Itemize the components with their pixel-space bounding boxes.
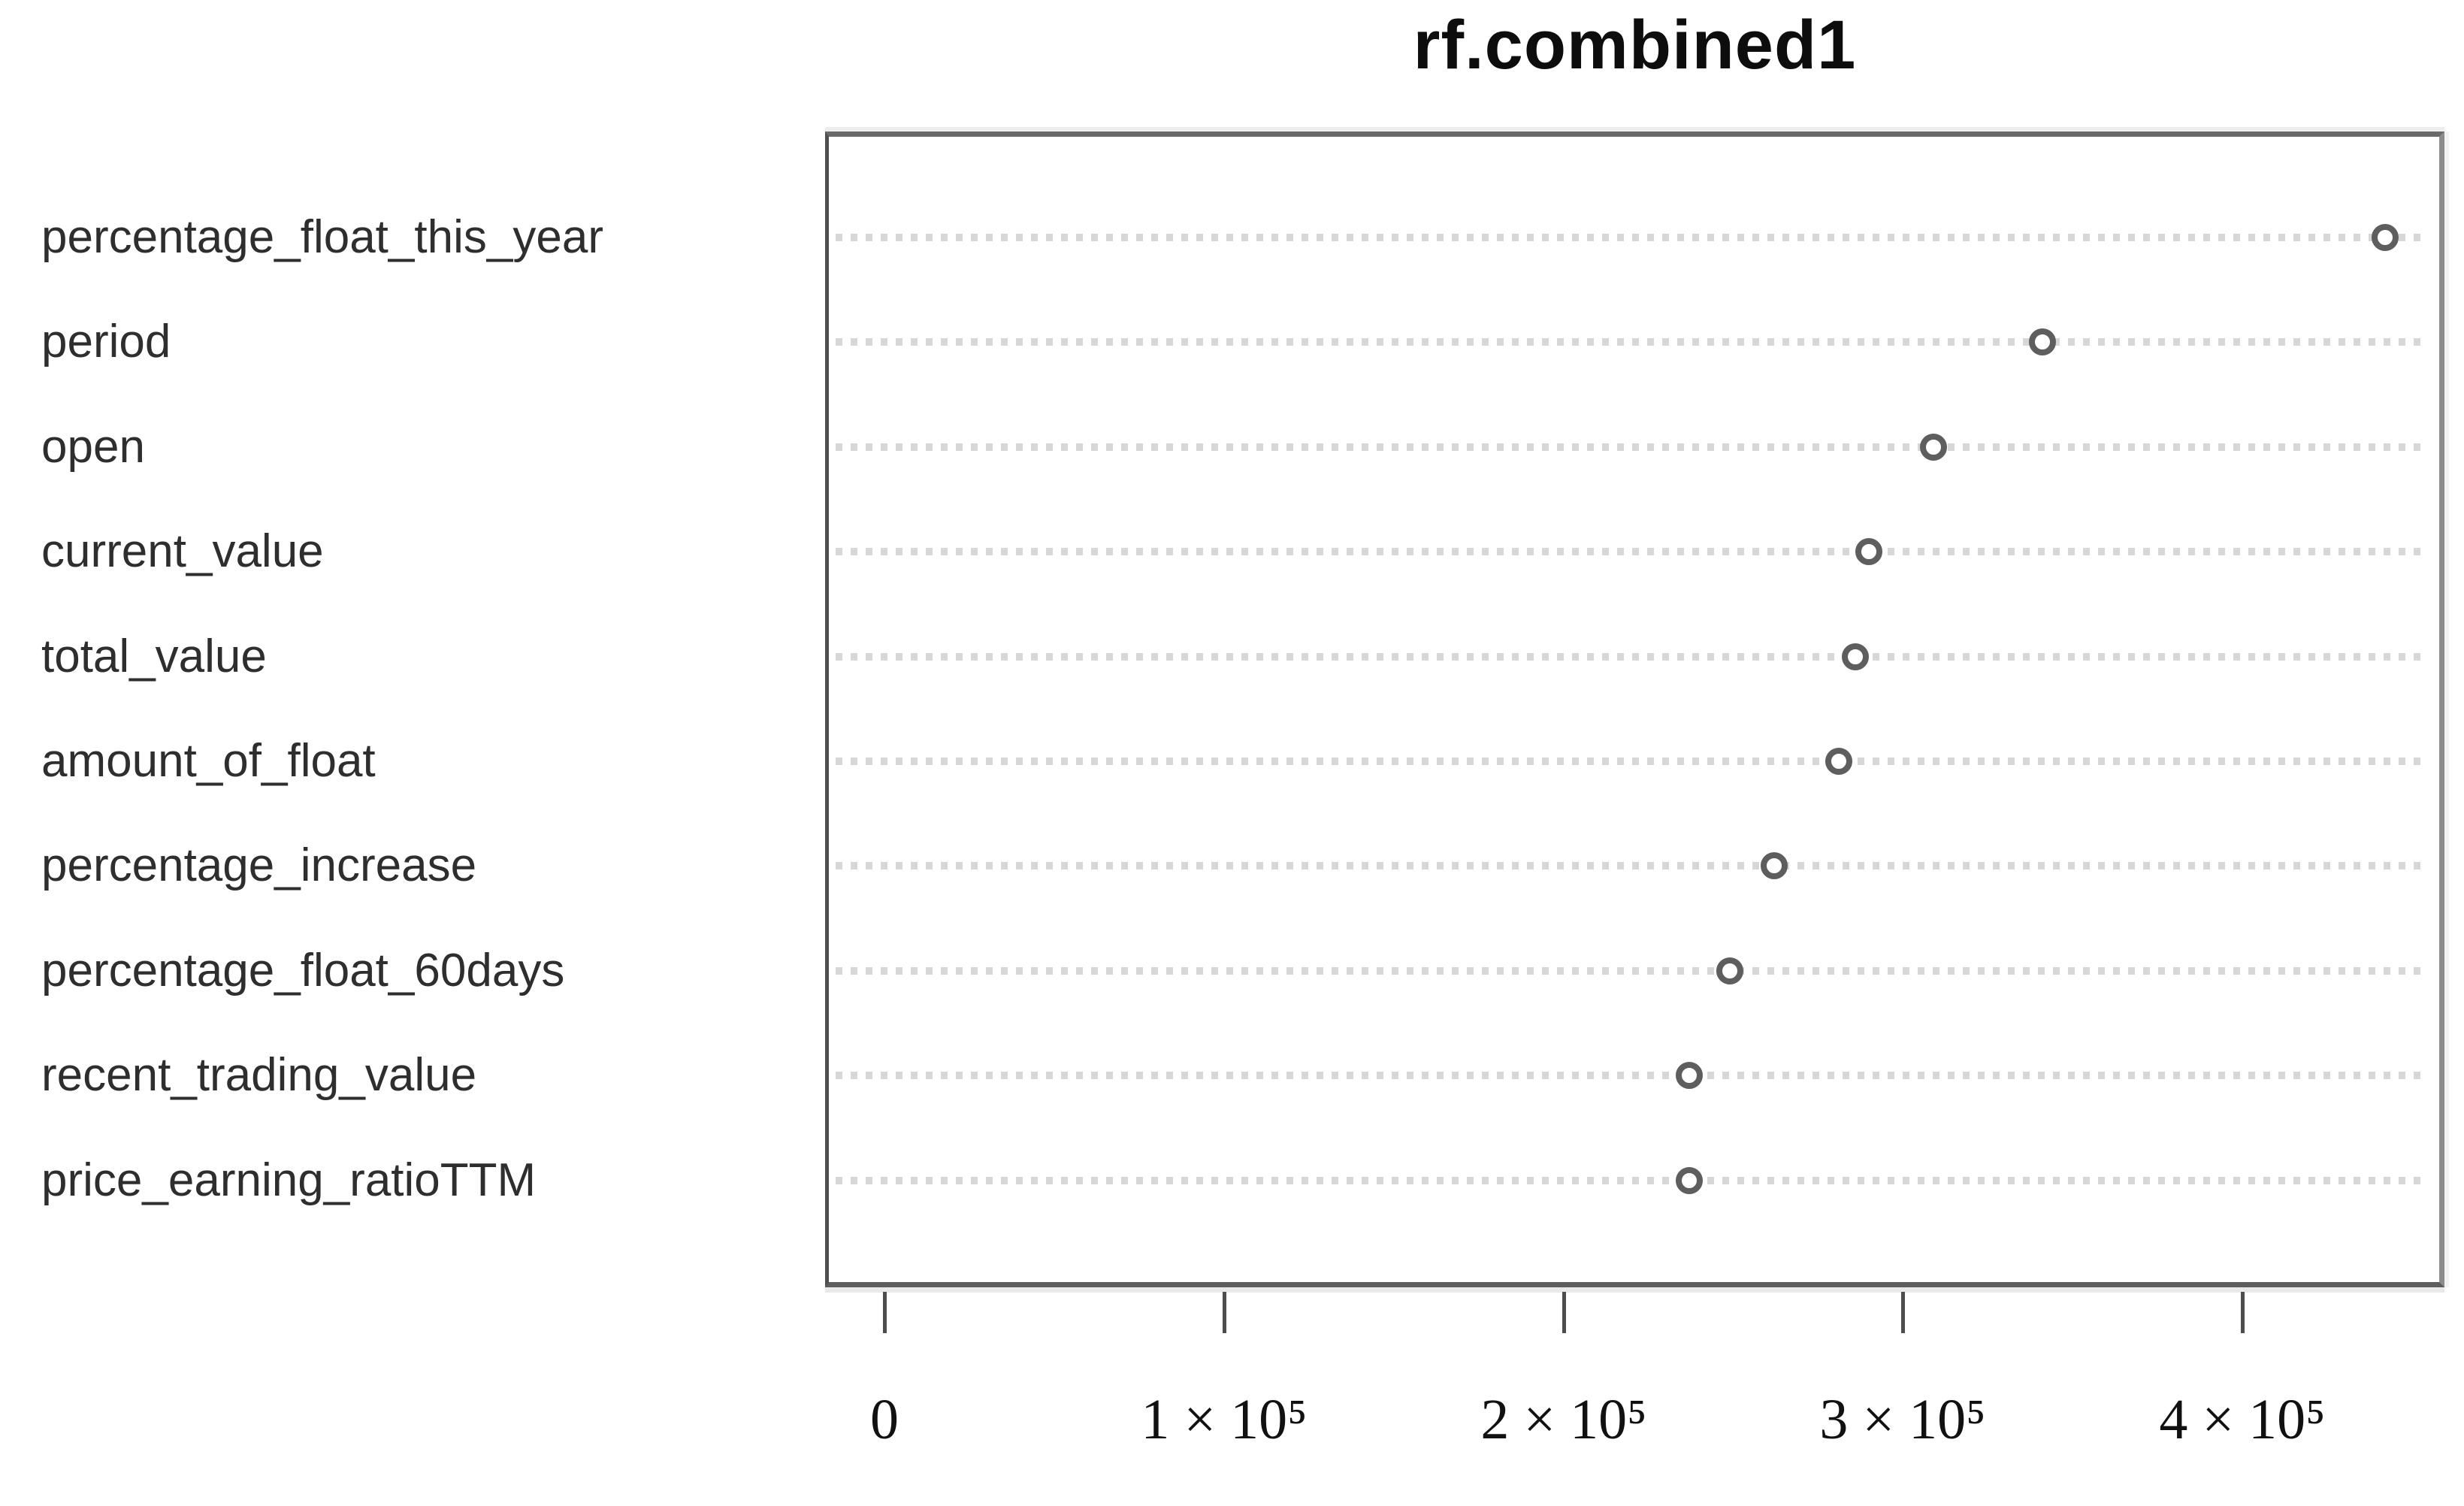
- data-point: [1855, 538, 1882, 565]
- grid-line: [836, 862, 2429, 869]
- grid-line: [836, 234, 2429, 241]
- y-axis-label: open: [41, 421, 145, 473]
- data-point: [1842, 643, 1869, 670]
- x-axis-tick: [1901, 1292, 1905, 1333]
- x-axis-tick: [2241, 1292, 2245, 1333]
- grid-line: [836, 653, 2429, 661]
- data-point: [1761, 852, 1788, 879]
- x-axis-tick: [1223, 1292, 1226, 1333]
- y-axis-label: current_value: [41, 525, 324, 577]
- data-point: [1676, 1167, 1703, 1194]
- y-axis-label: amount_of_float: [41, 735, 376, 787]
- data-point: [2372, 224, 2399, 251]
- data-point: [1825, 748, 1852, 775]
- x-axis-tick-label: 3 × 10⁵: [1819, 1388, 1986, 1451]
- grid-line: [836, 967, 2429, 975]
- y-axis-label: percentage_float_this_year: [41, 211, 603, 263]
- x-axis-tick: [883, 1292, 887, 1333]
- x-axis-tick-label: 2 × 10⁵: [1480, 1388, 1647, 1451]
- x-axis-tick: [1562, 1292, 1566, 1333]
- grid-line: [836, 1177, 2429, 1184]
- x-axis-tick-label: 1 × 10⁵: [1141, 1388, 1308, 1451]
- y-axis-label: total_value: [41, 631, 267, 682]
- x-axis-tick-label: 0: [870, 1388, 899, 1451]
- y-axis-label: period: [41, 316, 171, 367]
- y-axis-label: recent_trading_value: [41, 1049, 477, 1101]
- y-axis-label: percentage_float_60days: [41, 945, 565, 996]
- grid-line: [836, 338, 2429, 346]
- y-axis-label: percentage_increase: [41, 839, 477, 891]
- grid-line: [836, 548, 2429, 555]
- x-axis-tick-label: 4 × 10⁵: [2159, 1388, 2326, 1451]
- data-point: [1716, 957, 1743, 984]
- y-axis-label: price_earning_ratioTTM: [41, 1154, 537, 1206]
- chart-title: rf.combined1: [1413, 7, 1857, 83]
- data-point: [1676, 1062, 1703, 1089]
- data-point: [1920, 434, 1947, 461]
- plot-area: [825, 132, 2444, 1287]
- data-point: [2029, 328, 2056, 355]
- grid-line: [836, 758, 2429, 765]
- grid-line: [836, 1072, 2429, 1079]
- grid-line: [836, 443, 2429, 451]
